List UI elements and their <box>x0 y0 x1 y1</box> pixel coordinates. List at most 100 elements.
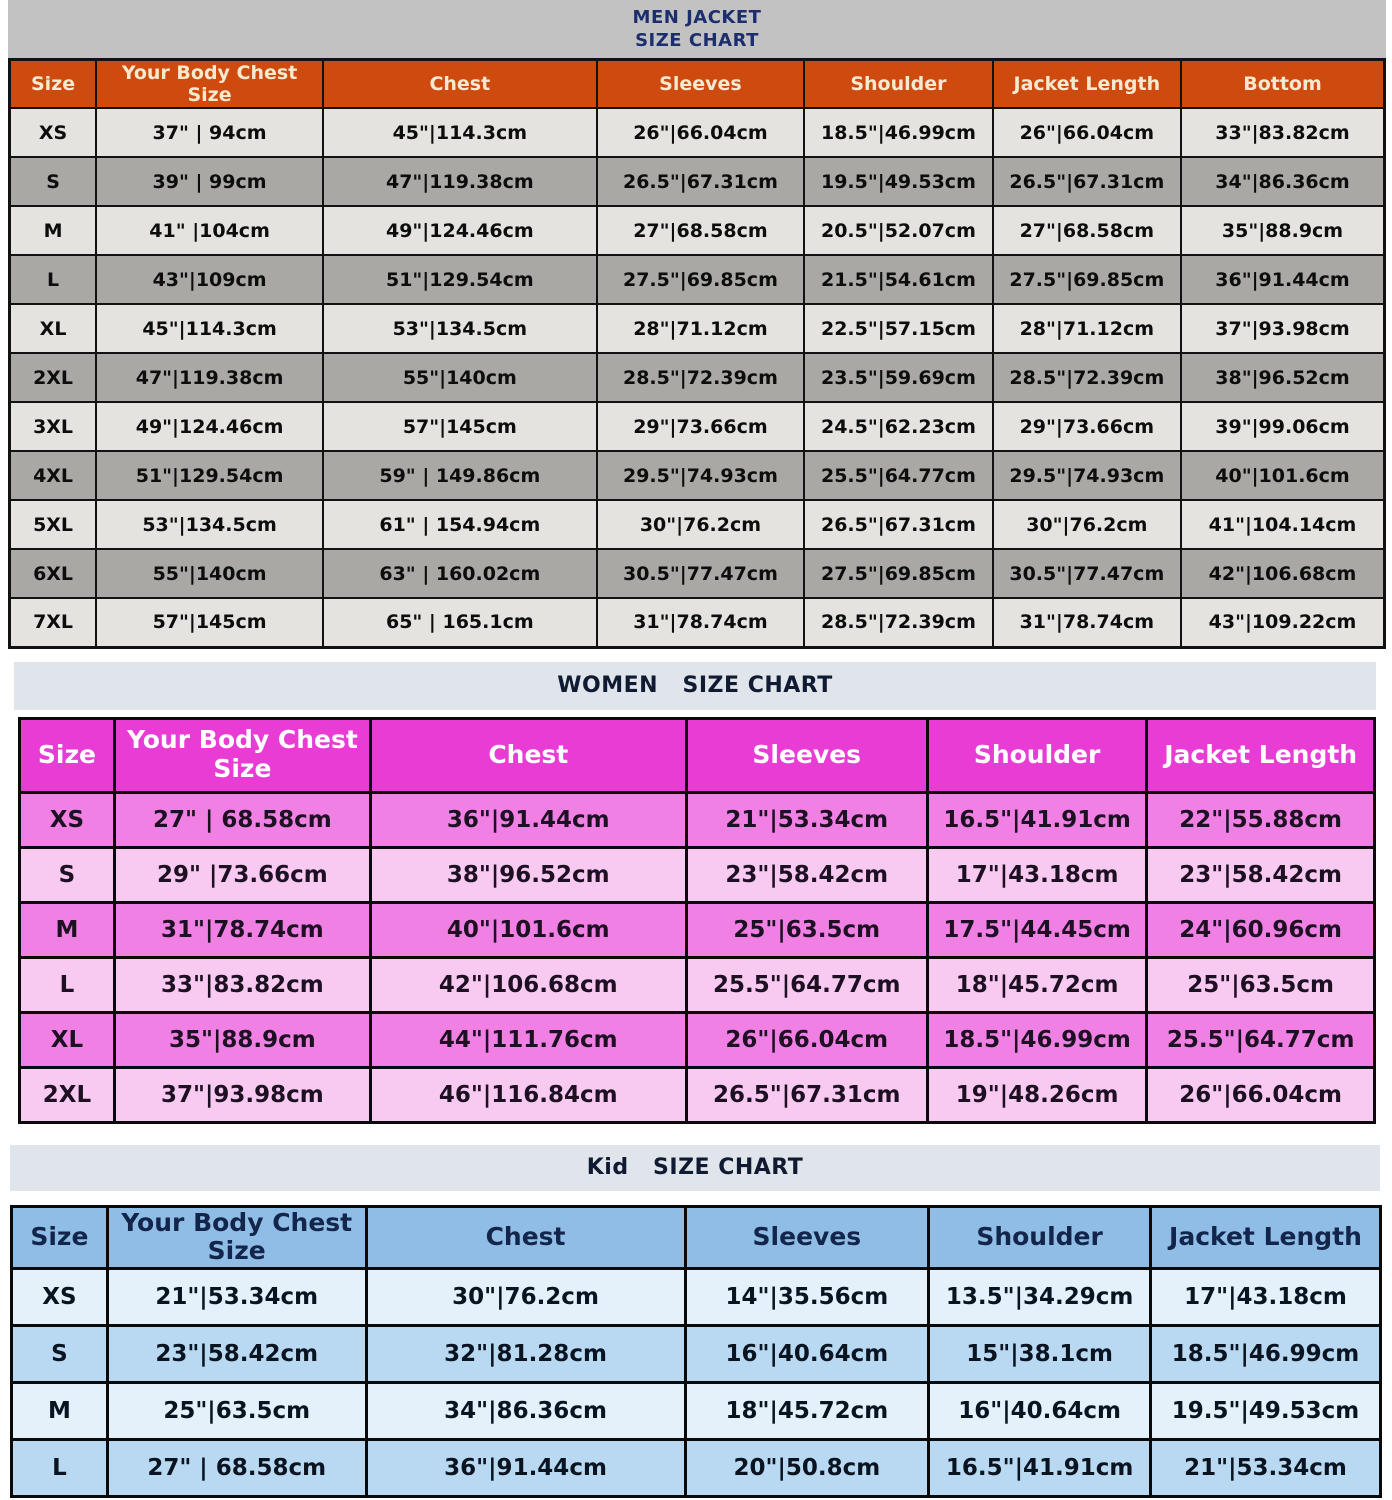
measurement-cell: 45"|114.3cm <box>95 303 324 354</box>
table-row: 5XL 53"|134.5cm 61" | 154.94cm 30"|76.2cm 26… <box>8 499 1386 550</box>
kid-header-row: Size Your Body Chest Size Chest Sleeves Shou… <box>10 1204 1383 1270</box>
measurement-cell: 33"|83.82cm <box>1180 107 1386 158</box>
size-cell: XS <box>8 107 98 158</box>
measurement-cell: 25"|63.5cm <box>684 900 929 959</box>
women-header-row: Size Your Body Chest Size Chest Sleeves Shou… <box>18 716 1376 794</box>
measurement-cell: 27.5"|69.85cm <box>991 254 1183 305</box>
women-size-chart-section: WOMEN SIZE CHART Size Your Body Chest Siz… <box>0 661 1392 1124</box>
measurement-cell: 13.5"|34.29cm <box>927 1267 1152 1327</box>
size-cell: L <box>18 955 116 1014</box>
measurement-cell: 36"|91.44cm <box>1180 254 1386 305</box>
measurement-cell: 31"|78.74cm <box>112 900 372 959</box>
kid-size-table: Size Your Body Chest Size Chest Sleeves Shou… <box>10 1204 1383 1498</box>
table-row: L 27" | 68.58cm 36"|91.44cm 20"|50.8cm 16.5"… <box>10 1438 1383 1498</box>
measurement-cell: 29.5"|74.93cm <box>991 450 1183 501</box>
measurement-cell: 29" |73.66cm <box>112 845 372 904</box>
measurement-cell: 26.5"|67.31cm <box>684 1065 929 1124</box>
size-cell: S <box>8 156 98 207</box>
men-chart-title: MEN JACKET SIZE CHART <box>8 0 1386 58</box>
measurement-cell: 21"|53.34cm <box>105 1267 368 1327</box>
table-row: M 25"|63.5cm 34"|86.36cm 18"|45.72cm 16"|40.… <box>10 1381 1383 1441</box>
measurement-cell: 27"|68.58cm <box>595 205 806 256</box>
measurement-cell: 30.5"|77.47cm <box>595 548 806 599</box>
measurement-cell: 22.5"|57.15cm <box>803 303 994 354</box>
measurement-cell: 30"|76.2cm <box>595 499 806 550</box>
measurement-cell: 27" | 68.58cm <box>105 1438 368 1498</box>
measurement-cell: 36"|91.44cm <box>368 790 688 849</box>
column-header: Your Body Chest Size <box>95 58 324 109</box>
table-row: L 33"|83.82cm 42"|106.68cm 25.5"|64.77cm 18"… <box>18 955 1376 1014</box>
table-row: 4XL 51"|129.54cm 59" | 149.86cm 29.5"|74.93… <box>8 450 1386 501</box>
measurement-cell: 24.5"|62.23cm <box>803 401 994 452</box>
measurement-cell: 31"|78.74cm <box>595 597 806 648</box>
measurement-cell: 37"|93.98cm <box>112 1065 372 1124</box>
size-cell: 3XL <box>8 401 98 452</box>
measurement-cell: 39"|99.06cm <box>1180 401 1386 452</box>
measurement-cell: 25.5"|64.77cm <box>803 450 994 501</box>
measurement-cell: 35"|88.9cm <box>1180 205 1386 256</box>
measurement-cell: 23"|58.42cm <box>684 845 929 904</box>
measurement-cell: 20"|50.8cm <box>683 1438 931 1498</box>
size-cell: 6XL <box>8 548 98 599</box>
kid-chart-title: Kid SIZE CHART <box>10 1144 1380 1191</box>
column-header: Your Body Chest Size <box>105 1204 368 1270</box>
measurement-cell: 40"|101.6cm <box>1180 450 1386 501</box>
measurement-cell: 16"|40.64cm <box>927 1381 1152 1441</box>
men-size-chart-section: MEN JACKET SIZE CHART Size Your Body Ches… <box>0 0 1392 649</box>
measurement-cell: 18"|45.72cm <box>925 955 1149 1014</box>
measurement-cell: 17.5"|44.45cm <box>925 900 1149 959</box>
measurement-cell: 57"|145cm <box>95 597 324 648</box>
size-cell: S <box>10 1324 109 1384</box>
kid-size-chart-section: Kid SIZE CHART Size Your Body Chest Size C… <box>0 1144 1392 1498</box>
measurement-cell: 65" | 165.1cm <box>322 597 598 648</box>
measurement-cell: 16"|40.64cm <box>683 1324 931 1384</box>
column-header: Jacket Length <box>1148 1204 1383 1270</box>
column-header: Jacket Length <box>1145 716 1376 794</box>
measurement-cell: 44"|111.76cm <box>368 1010 688 1069</box>
men-size-table: Size Your Body Chest Size Chest Sleeves Shou… <box>8 58 1386 649</box>
measurement-cell: 57"|145cm <box>322 401 598 452</box>
measurement-cell: 25"|63.5cm <box>1145 955 1376 1014</box>
women-chart-title-text: WOMEN SIZE CHART <box>557 673 833 698</box>
measurement-cell: 26"|66.04cm <box>991 107 1183 158</box>
measurement-cell: 16.5"|41.91cm <box>925 790 1149 849</box>
measurement-cell: 28.5"|72.39cm <box>991 352 1183 403</box>
measurement-cell: 21.5"|54.61cm <box>803 254 994 305</box>
size-cell: 2XL <box>18 1065 116 1124</box>
measurement-cell: 25.5"|64.77cm <box>684 955 929 1014</box>
measurement-cell: 18.5"|46.99cm <box>1148 1324 1383 1384</box>
measurement-cell: 17"|43.18cm <box>1148 1267 1383 1327</box>
measurement-cell: 21"|53.34cm <box>1148 1438 1383 1498</box>
table-row: XS 37" | 94cm 45"|114.3cm 26"|66.04cm 18.5"|… <box>8 107 1386 158</box>
size-cell: L <box>8 254 98 305</box>
measurement-cell: 16.5"|41.91cm <box>927 1438 1152 1498</box>
measurement-cell: 23"|58.42cm <box>1145 845 1376 904</box>
size-cell: XL <box>18 1010 116 1069</box>
size-cell: S <box>18 845 116 904</box>
column-header: Bottom <box>1180 58 1386 109</box>
measurement-cell: 47"|119.38cm <box>322 156 598 207</box>
men-header-row: Size Your Body Chest Size Chest Sleeves Shou… <box>8 58 1386 109</box>
size-cell: XS <box>18 790 116 849</box>
measurement-cell: 30"|76.2cm <box>991 499 1183 550</box>
measurement-cell: 61" | 154.94cm <box>322 499 598 550</box>
measurement-cell: 59" | 149.86cm <box>322 450 598 501</box>
measurement-cell: 26"|66.04cm <box>684 1010 929 1069</box>
measurement-cell: 38"|96.52cm <box>1180 352 1386 403</box>
measurement-cell: 29.5"|74.93cm <box>595 450 806 501</box>
size-cell: M <box>18 900 116 959</box>
table-row: L 43"|109cm 51"|129.54cm 27.5"|69.85cm 21.5"… <box>8 254 1386 305</box>
measurement-cell: 40"|101.6cm <box>368 900 688 959</box>
measurement-cell: 41"|104.14cm <box>1180 499 1386 550</box>
measurement-cell: 21"|53.34cm <box>684 790 929 849</box>
measurement-cell: 51"|129.54cm <box>322 254 598 305</box>
measurement-cell: 26"|66.04cm <box>1145 1065 1376 1124</box>
table-row: XS 27" | 68.58cm 36"|91.44cm 21"|53.34cm 16.… <box>18 790 1376 849</box>
measurement-cell: 43"|109cm <box>95 254 324 305</box>
measurement-cell: 45"|114.3cm <box>322 107 598 158</box>
measurement-cell: 55"|140cm <box>322 352 598 403</box>
table-row: XS 21"|53.34cm 30"|76.2cm 14"|35.56cm 13.5"|… <box>10 1267 1383 1327</box>
women-size-table: Size Your Body Chest Size Chest Sleeves Shou… <box>18 716 1376 1124</box>
column-header: Sleeves <box>684 716 929 794</box>
